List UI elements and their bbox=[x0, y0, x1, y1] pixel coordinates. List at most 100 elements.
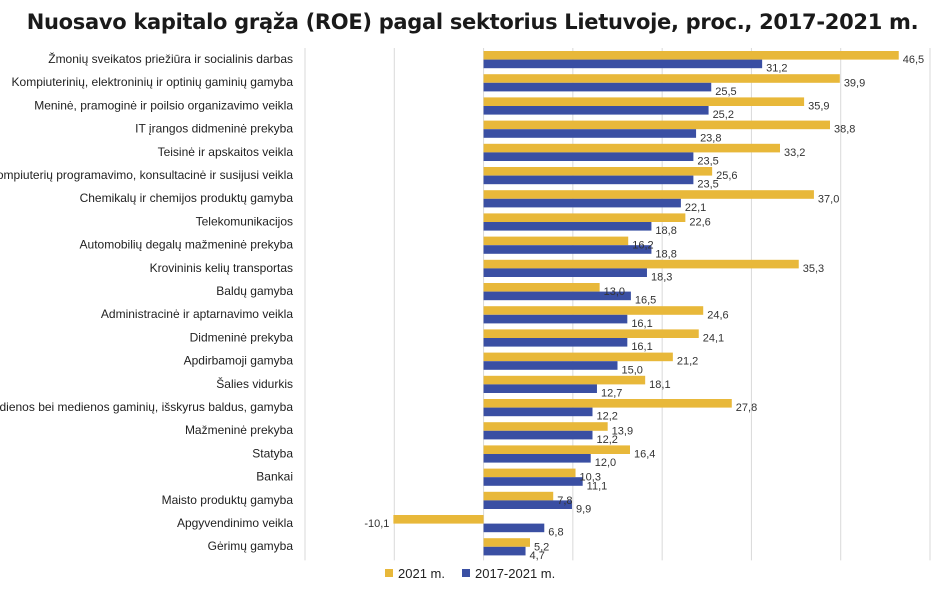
value-label-2017-2021: 9,9 bbox=[576, 504, 591, 516]
value-label-2017-2021: 25,5 bbox=[715, 86, 736, 98]
value-label-2017-2021: 11,1 bbox=[587, 480, 608, 492]
labels: Žmonių sveikatos priežiūra ir socialinis… bbox=[0, 51, 924, 562]
value-label-2017-2021: 18,8 bbox=[655, 248, 676, 260]
bar-2017-2021 bbox=[483, 82, 712, 92]
category-label: Mažmeninė prekyba bbox=[185, 423, 293, 437]
bar-2017-2021 bbox=[483, 59, 763, 69]
bar-2021 bbox=[483, 329, 699, 338]
bar-2017-2021 bbox=[483, 407, 593, 417]
bar-2021 bbox=[483, 538, 530, 547]
value-label-2017-2021: 31,2 bbox=[766, 63, 787, 75]
bar-2021 bbox=[483, 399, 732, 408]
value-label-2017-2021: 16,5 bbox=[635, 295, 656, 307]
bar-2021 bbox=[483, 422, 608, 431]
category-label: Administracinė ir aptarnavimo veikla bbox=[101, 307, 293, 321]
value-label-2021: 16,2 bbox=[632, 240, 653, 252]
category-label: Automobilių degalų mažmeninė prekyba bbox=[80, 238, 294, 252]
value-label-2017-2021: 16,1 bbox=[631, 318, 652, 330]
bars bbox=[393, 51, 899, 556]
legend-label-2017-2021: 2017-2021 m. bbox=[475, 566, 555, 581]
category-label: Bankai bbox=[256, 470, 293, 484]
value-label-2017-2021: 12,0 bbox=[595, 457, 616, 469]
category-label: Žmonių sveikatos priežiūra ir socialinis… bbox=[48, 51, 293, 66]
bar-2021 bbox=[483, 190, 814, 199]
legend: 2021 m. 2017-2021 m. bbox=[385, 566, 555, 581]
category-label: Telekomunikacijos bbox=[196, 214, 293, 228]
value-label-2021: 21,2 bbox=[677, 356, 698, 368]
bar-2021 bbox=[483, 213, 686, 222]
category-label: Baldų gamyba bbox=[216, 284, 293, 298]
value-label-2021: 13,9 bbox=[612, 425, 633, 437]
bar-2017-2021 bbox=[483, 198, 681, 208]
category-label: Meninė, pramoginė ir poilsio organizavim… bbox=[34, 98, 293, 112]
bar-2017-2021 bbox=[483, 129, 697, 138]
value-label-2021: 5,2 bbox=[534, 541, 549, 553]
bar-2021 bbox=[483, 120, 830, 130]
bar-2017-2021 bbox=[483, 338, 628, 347]
legend-swatch-2017-2021 bbox=[462, 569, 470, 577]
value-label-2021: 27,8 bbox=[736, 402, 757, 414]
category-label: IT įrangos didmeninė prekyba bbox=[135, 122, 293, 136]
legend-label-2021: 2021 m. bbox=[398, 566, 445, 581]
bar-2021 bbox=[483, 445, 630, 454]
bar-2021 bbox=[483, 97, 805, 106]
bar-2021 bbox=[483, 51, 899, 60]
category-label: Didmeninė prekyba bbox=[190, 330, 294, 344]
bar-2017-2021 bbox=[483, 430, 593, 440]
bar-2017-2021 bbox=[483, 454, 591, 463]
value-label-2017-2021: 15,0 bbox=[622, 364, 643, 376]
bar-2017-2021 bbox=[483, 268, 647, 277]
value-label-2021: 37,0 bbox=[818, 193, 839, 205]
category-label: Statyba bbox=[252, 446, 293, 460]
category-label: Apdirbamoji gamyba bbox=[184, 354, 294, 368]
category-label: Gėrimų gamyba bbox=[208, 539, 294, 553]
bar-2021 bbox=[483, 236, 629, 246]
bar-2021 bbox=[483, 352, 673, 362]
value-label-2021: 16,4 bbox=[634, 449, 655, 461]
bar-2021 bbox=[483, 283, 600, 292]
value-label-2021: 38,8 bbox=[834, 124, 855, 136]
value-label-2021: 18,1 bbox=[649, 379, 670, 391]
value-label-2017-2021: 22,1 bbox=[685, 202, 706, 214]
bar-2021 bbox=[483, 167, 713, 176]
value-label-2021: 13,0 bbox=[604, 286, 625, 298]
value-label-2021: 24,1 bbox=[703, 333, 724, 345]
value-label-2021: 24,6 bbox=[707, 309, 728, 321]
category-label: Medienos bei medienos gaminių, išskyrus … bbox=[0, 400, 293, 414]
category-label: Maisto produktų gamyba bbox=[162, 493, 294, 507]
category-label: Chemikalų ir chemijos produktų gamyba bbox=[80, 191, 294, 205]
value-label-2017-2021: 23,5 bbox=[697, 179, 718, 191]
bar-2017-2021 bbox=[483, 523, 545, 533]
bar-2017-2021 bbox=[483, 175, 694, 185]
value-label-2021: 35,9 bbox=[808, 101, 829, 113]
category-label: Apgyvendinimo veikla bbox=[177, 516, 293, 530]
value-label-2017-2021: 23,8 bbox=[700, 132, 721, 144]
value-label-2017-2021: 12,7 bbox=[601, 388, 622, 400]
bar-2017-2021 bbox=[483, 477, 583, 486]
bar-2021 bbox=[483, 375, 646, 385]
legend-swatch-2021 bbox=[385, 569, 393, 577]
value-label-2021: 25,6 bbox=[716, 170, 737, 182]
category-label: Teisinė ir apskaitos veikla bbox=[158, 145, 294, 159]
value-label-2021: 33,2 bbox=[784, 147, 805, 159]
value-label-2017-2021: 16,1 bbox=[631, 341, 652, 353]
value-label-2021: 46,5 bbox=[903, 54, 924, 66]
category-label: Krovininis kelių transportas bbox=[150, 261, 293, 275]
value-label-2017-2021: 4,7 bbox=[530, 550, 545, 562]
bar-2021 bbox=[393, 515, 484, 524]
bar-2017-2021 bbox=[483, 384, 597, 393]
value-label-2017-2021: 12,2 bbox=[597, 434, 618, 446]
bar-2021 bbox=[483, 491, 554, 501]
value-label-2017-2021: 12,2 bbox=[597, 411, 618, 423]
bar-2021 bbox=[483, 74, 840, 83]
value-label-2021: 35,3 bbox=[803, 263, 824, 275]
value-label-2017-2021: 23,5 bbox=[697, 156, 718, 168]
bar-2017-2021 bbox=[483, 361, 618, 370]
value-label-2021: -10,1 bbox=[364, 518, 389, 530]
bar-2021 bbox=[483, 468, 576, 478]
value-label-2021: 10,3 bbox=[580, 472, 601, 484]
bar-2017-2021 bbox=[483, 106, 709, 115]
bar-2017-2021 bbox=[483, 222, 652, 231]
bar-2017-2021 bbox=[483, 291, 631, 301]
